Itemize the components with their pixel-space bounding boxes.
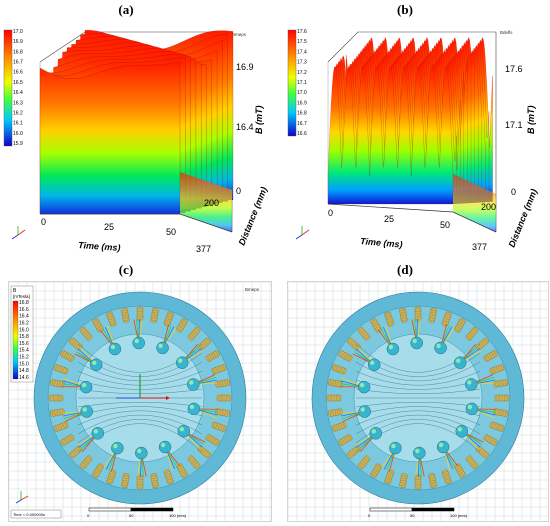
x-tick-b-3: 50 (440, 220, 450, 230)
colorbar-label: 17.6 (297, 29, 307, 35)
colorbar-label: 16.9 (297, 100, 307, 106)
colorbar-label: 16.0 (13, 131, 23, 137)
colorbar-label: 15.6 (19, 341, 29, 347)
colorbar-label: 16.2 (19, 320, 29, 326)
colorbar-label: 17.2 (297, 70, 307, 76)
colorbar-b-labels: 17.6 17.5 17.4 17.3 17.2 17.1 17.0 16.9 16.8 16.7… (297, 29, 307, 137)
colorbar-label: 16.4 (19, 314, 29, 320)
colorbar-a-labels: 17.0 16.9 16.8 16.7 16.6 16.5 16.4 16.3 16.2 16.1… (13, 29, 23, 147)
z-tick-b-2: 17.1 (505, 120, 523, 130)
colorbar-label: 15.4 (19, 348, 29, 354)
colorbar-label: 15.8 (19, 334, 29, 340)
time-label-c: Time = 0.000000s (13, 512, 45, 517)
axis-triad-icon (295, 226, 310, 240)
motor-view-c: B [mTesla] 16.8 16.6 16.4 16.2 16.0 15.8 15.6 1… (9, 282, 271, 521)
z-tick-a-1: 16.9 (236, 62, 254, 72)
colorbar-label: 17.3 (297, 60, 307, 66)
motor-view-d: 0 50 100 (mm) (288, 282, 548, 521)
scale-tick-d-3: 100 (mm) (450, 513, 468, 518)
z-tick-b-1: 17.6 (505, 64, 523, 74)
z-tick-a-2: 16.4 (236, 122, 254, 132)
surface-b-bands (327, 37, 496, 232)
colorbar-label: 15.9 (13, 141, 23, 147)
scale-tick-c-1: 0 (87, 513, 90, 518)
x-axis-label-a: Time (ms) (78, 240, 121, 253)
scale-tick-d-2: 50 (410, 513, 415, 518)
legend-unit-c: [mTesla] (13, 294, 30, 299)
colorbar-label: 16.4 (13, 90, 23, 96)
z-axis-label-b: B (mT) (526, 106, 536, 135)
colorbar-label: 16.7 (297, 121, 307, 127)
y-tick-b-1: 200 (481, 202, 496, 212)
scale-bar-c: 0 50 100 (mm) (87, 507, 187, 518)
y-tick-a-2: 377 (196, 244, 211, 254)
colorbar-label: 16.1 (13, 121, 23, 127)
x-tick-b-1: 0 (328, 208, 333, 218)
colorbar-label: 16.2 (13, 110, 23, 116)
colorbar-label: 16.7 (13, 60, 23, 66)
colorbar-label: 14.8 (19, 368, 29, 374)
colorbar-label: 16.8 (19, 300, 29, 306)
colorbar-label: 14.6 (19, 375, 29, 381)
colorbar-label: 17.0 (297, 90, 307, 96)
x-tick-a-2: 25 (104, 222, 114, 232)
colorbar-label: 16.8 (13, 49, 23, 55)
scale-tick-c-3: 100 (mm) (169, 513, 187, 518)
corner-tag-c: Bmeps (245, 287, 260, 292)
colorbar-label: 16.5 (13, 80, 23, 86)
axis-triad-icon (15, 491, 29, 504)
panel-label-d: (d) (397, 262, 413, 277)
surface-plot-a: 17.0 16.9 16.8 16.7 16.6 16.5 16.4 16.3 16.2 16.1… (0, 22, 272, 254)
colorbar-a (3, 29, 13, 147)
z-tick-b-3: 0 (511, 187, 516, 197)
unit-tag-a: Bmeps (232, 32, 247, 37)
panel-label-b: (b) (397, 2, 413, 17)
colorbar-c (12, 300, 19, 380)
motor-cross-section (33, 291, 247, 505)
scale-tick-d-1: 0 (368, 513, 371, 518)
unit-tag-b: Bdefls (500, 30, 513, 35)
z-tick-a-3: 0 (236, 186, 241, 196)
panel-label-a: (a) (118, 2, 134, 17)
motor-view-d-frame (287, 281, 549, 522)
y-tick-a-1: 200 (204, 198, 219, 208)
colorbar-label: 16.9 (13, 39, 23, 45)
colorbar-label: 16.6 (297, 131, 307, 137)
colorbar-label: 16.0 (19, 327, 29, 333)
x-tick-b-2: 25 (384, 214, 394, 224)
colorbar-label: 16.3 (13, 100, 23, 106)
surface-plot-b: 17.6 17.5 17.4 17.3 17.2 17.1 17.0 16.9 16.8 16.7… (278, 22, 550, 254)
axis-triad-icon (11, 226, 26, 240)
colorbar-label: 17.1 (297, 80, 307, 86)
colorbar-label: 17.4 (297, 49, 307, 55)
motor-cross-section (311, 291, 525, 505)
panel-label-c: (c) (118, 262, 134, 277)
z-axis-label-a: B (mT) (254, 106, 264, 135)
legend-title-c: B (13, 288, 17, 294)
colorbar-label: 16.6 (19, 307, 29, 313)
colorbar-label: 16.6 (13, 70, 23, 76)
colorbar-label: 15.2 (19, 355, 29, 361)
y-tick-b-2: 377 (472, 242, 487, 252)
colorbar-c-labels: 16.816.616.416.216.015.815.615.415.215.0… (19, 300, 29, 381)
scale-tick-c-2: 50 (129, 513, 134, 518)
colorbar-label: 16.8 (297, 111, 307, 117)
motor-view-c-frame (8, 281, 272, 522)
x-axis-label-b: Time (ms) (360, 236, 403, 250)
y-axis-label-a: Distance (mm) (237, 186, 270, 247)
surface-a-bands (39, 30, 234, 232)
colorbar-b (287, 29, 297, 137)
x-tick-a-1: 0 (41, 217, 46, 227)
x-tick-a-3: 50 (166, 227, 176, 237)
colorbar-label: 17.0 (13, 29, 23, 35)
colorbar-label: 15.0 (19, 361, 29, 367)
colorbar-label: 17.5 (297, 39, 307, 45)
scale-bar-d: 0 50 100 (mm) (368, 507, 468, 518)
